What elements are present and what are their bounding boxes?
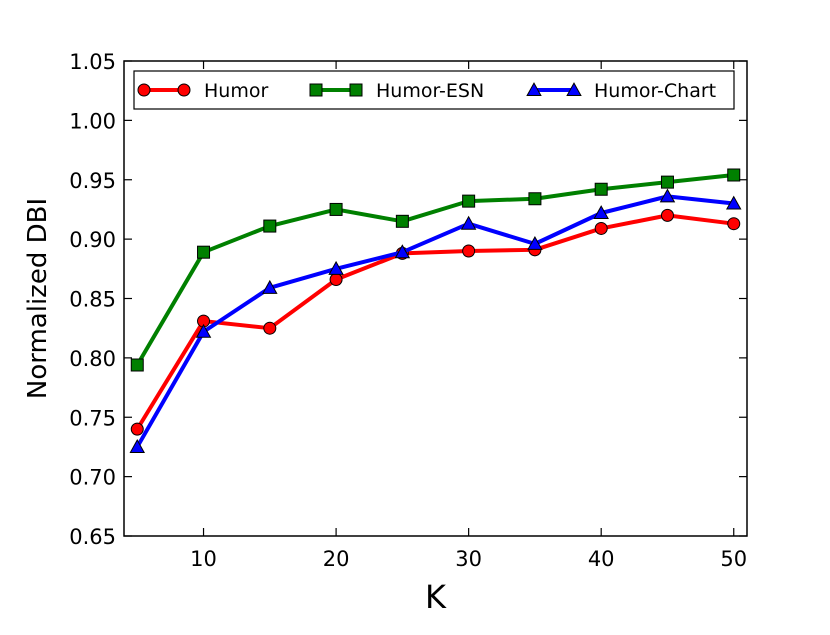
legend-marker-humor	[137, 83, 151, 97]
data-point-humor-chart	[593, 205, 609, 220]
legend-marker-humor-esn	[349, 83, 363, 97]
y-tick-label: 0.95	[69, 169, 116, 193]
data-point-humor-esn	[528, 192, 542, 206]
data-point-humor-esn	[263, 219, 277, 233]
data-point-humor	[263, 321, 277, 335]
data-point-humor-chart	[262, 279, 278, 294]
legend-marker-humor-chart	[526, 82, 542, 97]
data-point-humor-chart	[527, 235, 543, 250]
y-tick-label: 0.75	[69, 406, 116, 430]
y-axis-label: Normalized DBI	[23, 198, 53, 399]
legend-box	[133, 70, 735, 110]
y-tick-label: 0.80	[69, 347, 116, 371]
data-point-humor	[727, 217, 741, 231]
y-tick-label: 1.05	[69, 50, 116, 74]
legend-label-humor: Humor	[204, 80, 268, 102]
data-point-humor	[329, 273, 343, 286]
y-tick-label: 0.70	[69, 466, 116, 490]
data-point-humor-esn	[197, 245, 211, 259]
x-axis-label: K	[425, 578, 447, 616]
x-tick-label: 30	[455, 547, 482, 571]
data-point-humor-chart	[129, 439, 146, 453]
data-point-humor	[462, 244, 476, 258]
data-point-humor-esn	[329, 202, 343, 216]
y-tick-label: 0.90	[69, 228, 116, 252]
legend-label-humor-chart: Humor-Chart	[594, 80, 716, 102]
data-point-humor-esn	[594, 182, 608, 196]
data-point-humor-chart	[394, 244, 411, 259]
legend-label-humor-esn: Humor-ESN	[376, 80, 484, 102]
x-tick-label: 40	[588, 547, 615, 571]
series-line-humor	[135, 213, 734, 431]
y-tick-label: 0.85	[69, 288, 116, 312]
data-point-humor-esn	[130, 358, 144, 372]
series-layer	[129, 168, 742, 453]
data-point-humor	[660, 208, 674, 222]
data-point-humor-chart	[659, 188, 676, 203]
legend: Humor Humor-ESN Humor-Chart	[133, 70, 735, 110]
data-point-humor-chart	[195, 323, 212, 338]
data-point-humor-esn	[462, 194, 476, 208]
legend-marker-humor-chart	[566, 82, 582, 97]
plot-frame	[123, 60, 748, 537]
x-tick-label: 50	[720, 547, 747, 571]
x-tick-label: 10	[190, 547, 217, 571]
y-tick-label: 0.65	[69, 525, 116, 549]
data-point-humor	[130, 422, 144, 436]
legend-marker-humor-esn	[309, 83, 323, 97]
data-point-humor-esn	[727, 168, 741, 182]
series-humor-chart	[129, 188, 742, 453]
series-humor-esn	[130, 168, 741, 372]
data-point-humor-esn	[395, 214, 409, 228]
y-tick-label: 1.00	[69, 109, 116, 133]
axes-layer: 10 20 30 40 50 0.65 0.70 0.75 0.80 0.85 0.90 0.95 1.…	[69, 50, 748, 571]
data-point-humor	[594, 221, 608, 235]
x-tick-label: 20	[323, 547, 350, 571]
data-point-humor-chart	[328, 260, 344, 275]
data-point-humor-chart	[725, 195, 742, 210]
series-line-humor-chart	[135, 194, 734, 448]
data-point-humor-esn	[660, 175, 674, 189]
series-line-humor-esn	[135, 173, 734, 367]
data-point-humor-chart	[460, 215, 477, 230]
legend-marker-humor	[177, 83, 191, 97]
